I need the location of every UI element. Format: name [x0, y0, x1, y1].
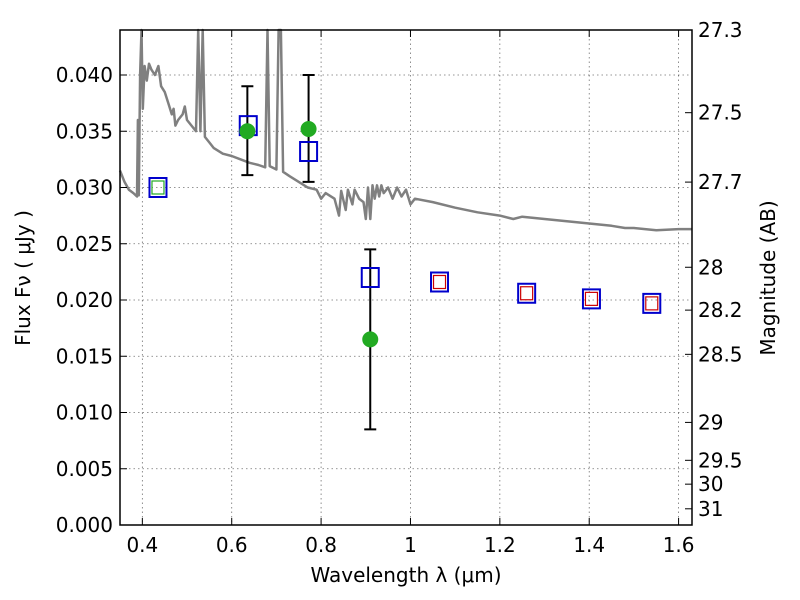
- y-axis-left-title: Flux Fν ( μJy ): [11, 210, 35, 346]
- y-right-tick-label: 27.7: [698, 170, 743, 194]
- model-square-inner: [151, 180, 165, 195]
- x-axis-title: Wavelength λ (μm): [310, 563, 501, 587]
- model-square-inner: [432, 274, 447, 290]
- y-left-tick-label: 0.025: [56, 232, 113, 256]
- model-square: [148, 177, 168, 198]
- model-square: [430, 271, 450, 293]
- model-square: [299, 141, 319, 162]
- model-square-inner: [520, 286, 534, 301]
- x-tick-label: 0.6: [216, 533, 248, 557]
- x-tick-label: 1: [404, 533, 417, 557]
- plot-frame: [119, 29, 693, 526]
- y-right-tick-label: 30: [698, 472, 723, 496]
- y-left-tick-label: 0.020: [56, 288, 113, 312]
- grid: [120, 30, 692, 526]
- x-tick-label: 1.4: [573, 533, 605, 557]
- observed-point: [300, 121, 317, 137]
- y-left-tick-label: 0.015: [56, 344, 113, 368]
- y-right-tick-label: 27.5: [698, 101, 743, 125]
- model-square-inner: [584, 291, 599, 306]
- y-left-tick-label: 0.005: [56, 457, 113, 481]
- model-square: [642, 292, 662, 314]
- y-right-tick-label: 29.5: [698, 448, 743, 472]
- y-right-tick-label: 28.2: [698, 298, 743, 322]
- model-square: [581, 288, 601, 310]
- y-axis-right-title: Magnitude (AB): [756, 200, 780, 355]
- y-right-tick-label: 28.5: [698, 342, 743, 366]
- observed-point: [239, 123, 256, 140]
- y-left-tick-label: 0.010: [56, 401, 113, 425]
- y-left-tick-label: 0.000: [56, 513, 113, 537]
- x-tick-label: 0.8: [305, 533, 337, 557]
- x-tick-label: 1.2: [484, 533, 516, 557]
- model-square: [517, 282, 537, 304]
- y-right-tick-label: 28: [698, 255, 723, 279]
- model-square-inner: [645, 296, 659, 311]
- y-left-tick-label: 0.035: [56, 119, 113, 143]
- observed-point: [362, 331, 379, 348]
- x-tick-label: 0.4: [126, 533, 158, 557]
- y-left-tick-label: 0.040: [56, 63, 113, 87]
- sed-line: [118, 28, 692, 232]
- data-series: [118, 28, 692, 431]
- x-tick-label: 1.6: [663, 533, 695, 557]
- model-square: [360, 267, 380, 288]
- y-right-tick-label: 31: [698, 497, 723, 521]
- y-right-tick-label: 27.3: [698, 18, 743, 42]
- y-right-tick-label: 29: [698, 410, 723, 434]
- y-left-tick-label: 0.030: [56, 176, 113, 200]
- axes: 0.4 0.6 0.8 1 1.2 1.4 1.6 0.000 0.005 0.010 0.015 0…: [56, 18, 743, 557]
